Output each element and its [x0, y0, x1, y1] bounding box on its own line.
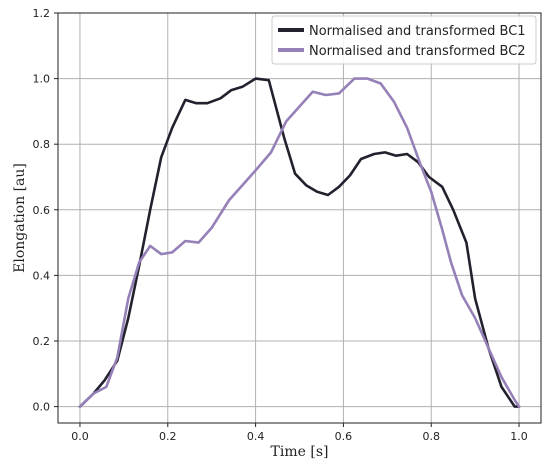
legend-box: [271, 15, 537, 65]
y-tick-label: 1.0: [33, 73, 51, 86]
series-lines: [78, 77, 521, 408]
y-axis-label: Elongation [au]: [12, 163, 28, 273]
y-tick-label: 0.4: [33, 269, 51, 282]
series-line-2: [78, 77, 521, 408]
y-tick-label: 0.6: [33, 204, 51, 217]
y-tick-label: 0.2: [33, 335, 51, 348]
x-tick-label: 0.6: [335, 430, 353, 443]
axis-ticks: 0.0 0.2 0.4 0.6 0.8 1.0 0.0 0.2 0.4 0.6 0.8 1.0 1.2: [33, 7, 528, 443]
x-axis-label: Time [s]: [271, 444, 329, 460]
grid-lines: [58, 12, 541, 423]
x-tick-label: 0.4: [247, 430, 265, 443]
y-tick-label: 0.8: [33, 138, 51, 151]
y-tick-label: 0.0: [33, 401, 51, 414]
plot-frame: [57, 12, 542, 424]
x-tick-label: 0.2: [159, 430, 177, 443]
legend-entry-2: Normalised and transformed BC2: [309, 44, 526, 59]
series-line-1: [78, 77, 521, 408]
legend-entry-1: Normalised and transformed BC1: [309, 24, 526, 39]
x-tick-label: 1.0: [510, 430, 528, 443]
x-tick-label: 0.0: [71, 430, 89, 443]
x-tick-label: 0.8: [422, 430, 440, 443]
legend: Normalised and transformed BC1 Normalised…: [271, 15, 537, 65]
y-tick-label: 1.2: [33, 7, 51, 20]
